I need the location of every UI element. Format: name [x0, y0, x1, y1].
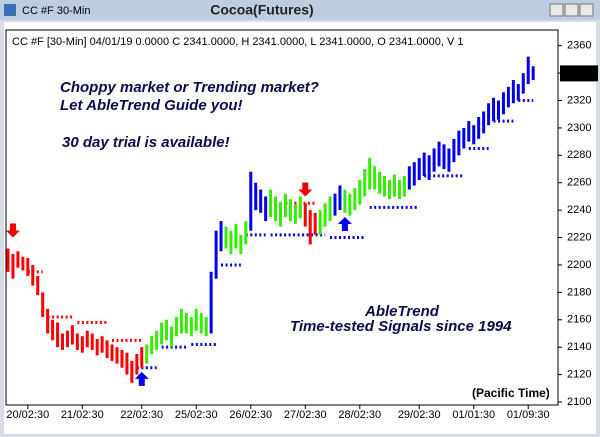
x-tick-label: 28/02:30 [338, 409, 381, 421]
signal-arrow [298, 182, 313, 197]
y-tick-label: 2160 [567, 314, 591, 326]
y-tick-label: 2200 [567, 259, 591, 271]
plot-border [5, 29, 559, 406]
y-tick-label: 2100 [567, 396, 591, 408]
y-tick-label: 2180 [567, 286, 591, 298]
title-bar [0, 0, 600, 20]
signal-arrow [134, 371, 149, 386]
y-tick-label: 2320 [567, 94, 591, 106]
x-tick-label: 01/09:30 [507, 409, 550, 421]
y-tick-label: 2300 [567, 122, 591, 134]
y-tick-label: 2220 [567, 231, 591, 243]
chart-area [4, 22, 596, 434]
x-tick-label: 20/02:30 [6, 409, 49, 421]
x-tick-label: 29/02:30 [398, 409, 441, 421]
signal-arrow [337, 217, 352, 231]
annotation: Choppy market or Trending market? [60, 79, 319, 96]
header-line: CC #F [30-Min] 04/01/19 0.0000 C 2341.00… [12, 36, 464, 48]
y-tick-label: 2120 [567, 368, 591, 380]
x-tick-label: 22/02:30 [120, 409, 163, 421]
maximize-button[interactable] [564, 3, 579, 17]
annotation: Time-tested Signals since 1994 [290, 318, 512, 335]
y-tick-label: 2260 [567, 177, 591, 189]
x-axis-note: (Pacific Time) [472, 386, 550, 400]
x-tick-label: 25/02:30 [175, 409, 218, 421]
x-tick-label: 27/02:30 [284, 409, 327, 421]
annotation: AbleTrend [364, 303, 440, 320]
last-price-box [560, 65, 598, 82]
close-button[interactable] [579, 3, 594, 17]
annotation: Let AbleTrend Guide you! [60, 97, 243, 114]
y-tick-label: 2280 [567, 149, 591, 161]
last-price-label: 2339.8 [563, 67, 597, 79]
annotation: 30 day trial is available! [62, 134, 230, 151]
minimize-button[interactable] [549, 3, 564, 17]
x-tick-label: 01/01:30 [452, 409, 495, 421]
y-tick-label: 2240 [567, 204, 591, 216]
y-tick-label: 2360 [567, 40, 591, 52]
y-tick-label: 2140 [567, 341, 591, 353]
x-tick-label: 26/02:30 [229, 409, 272, 421]
signal-arrow [5, 223, 20, 238]
chart-title: Cocoa(Futures) [210, 2, 313, 18]
window-title: CC #F 30-Min [22, 5, 90, 17]
window-icon [4, 4, 16, 16]
x-tick-label: 21/02:30 [61, 409, 104, 421]
